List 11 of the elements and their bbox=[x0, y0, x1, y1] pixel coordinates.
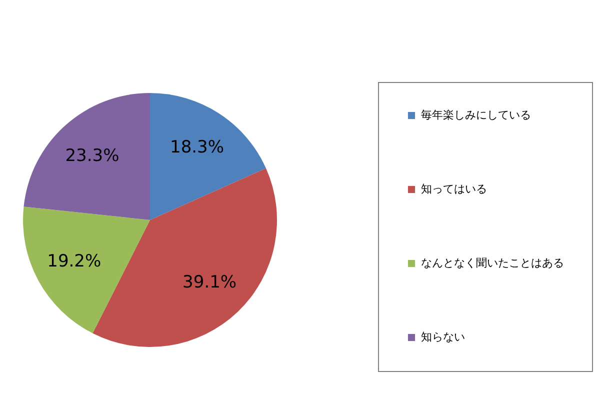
pie-slice bbox=[150, 93, 266, 220]
data-label: 23.3% bbox=[65, 146, 120, 166]
pie-slice bbox=[24, 93, 150, 220]
legend-label: なんとなく聞いたことはある bbox=[421, 256, 564, 270]
data-label: 18.3% bbox=[170, 138, 224, 158]
legend-label: 知ってはいる bbox=[421, 182, 487, 196]
pie-slice bbox=[23, 206, 150, 334]
data-label: 19.2% bbox=[47, 251, 102, 272]
data-label: 39.1% bbox=[182, 272, 237, 293]
legend-label: 知らない bbox=[421, 330, 465, 344]
legend-label: 毎年楽しみにしている bbox=[421, 108, 531, 122]
